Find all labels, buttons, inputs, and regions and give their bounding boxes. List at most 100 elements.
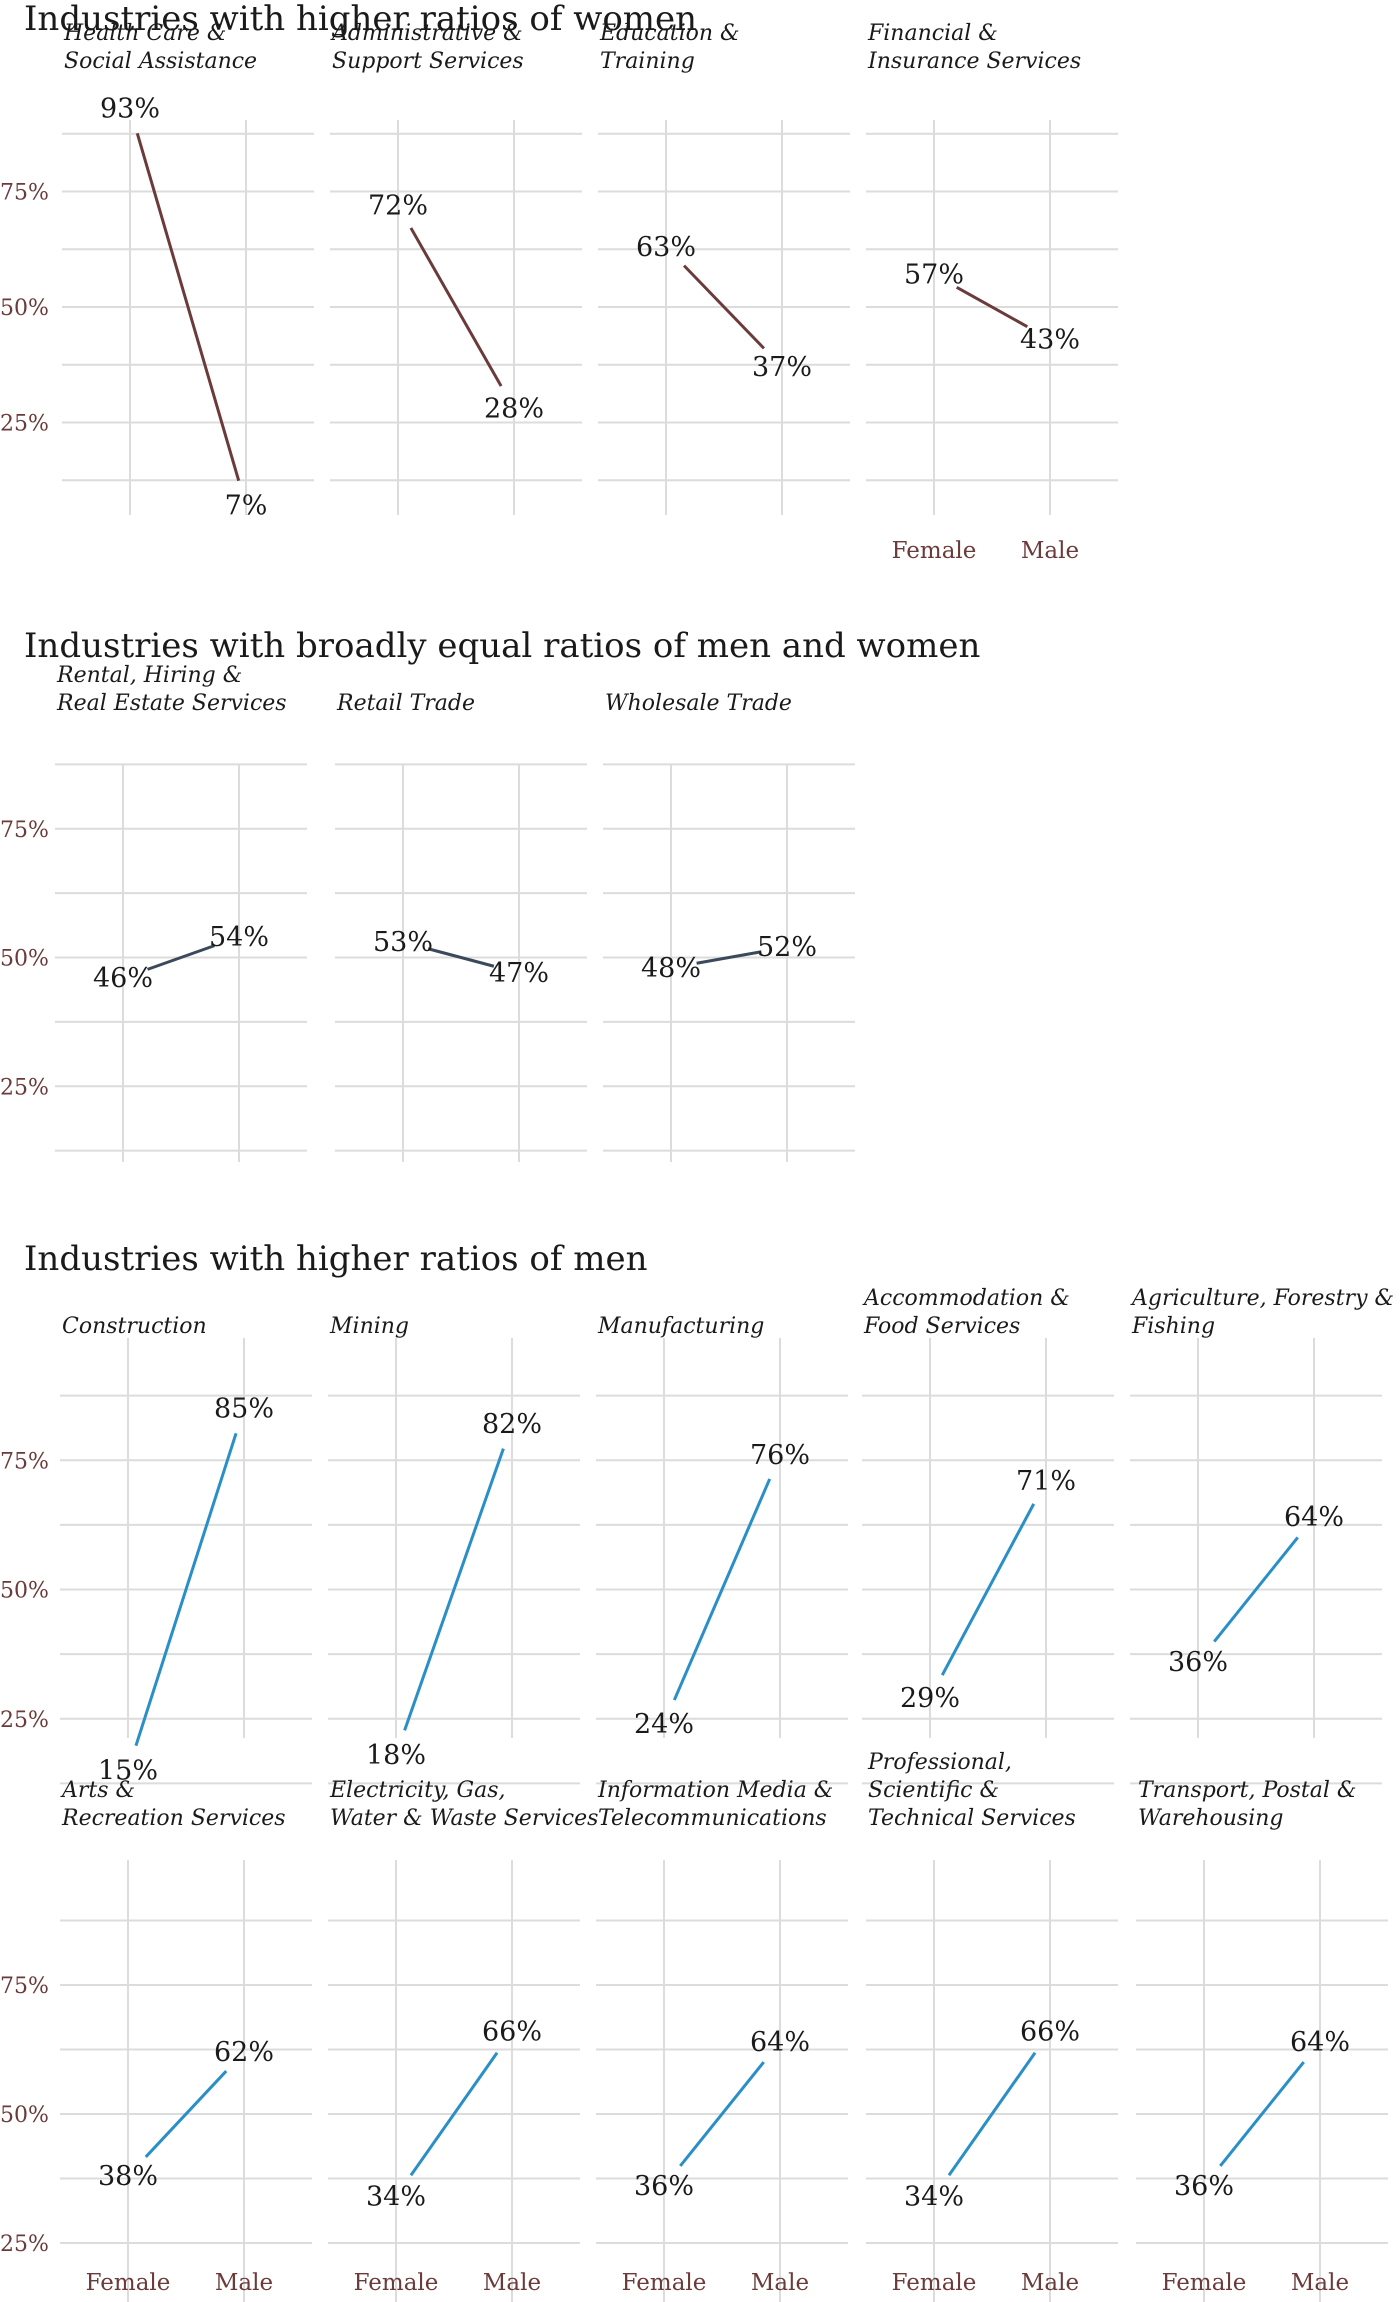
facet-title: Rental, Hiring & bbox=[56, 663, 242, 688]
slope-line bbox=[696, 950, 762, 965]
male-value-label: 62% bbox=[214, 2037, 274, 2068]
section-title: Industries with broadly equal ratios of … bbox=[24, 626, 980, 666]
slope-line bbox=[672, 1478, 772, 1701]
slope-line bbox=[955, 286, 1029, 328]
slope-line bbox=[682, 264, 766, 350]
female-value-label: 63% bbox=[636, 232, 696, 263]
section-title: Industries with higher ratios of men bbox=[24, 1239, 647, 1279]
x-tick-female: Female bbox=[354, 2270, 439, 2296]
facet-title: Wholesale Trade bbox=[605, 691, 792, 716]
male-value-label: 66% bbox=[482, 2016, 542, 2047]
x-tick-female: Female bbox=[86, 2270, 171, 2296]
female-value-label: 18% bbox=[366, 1740, 426, 1771]
x-tick-female: Female bbox=[892, 2270, 977, 2296]
slope-line bbox=[427, 947, 495, 968]
facet-title: Water & Waste Services bbox=[330, 1806, 598, 1831]
female-value-label: 29% bbox=[900, 1683, 960, 1714]
slope-line bbox=[134, 1432, 238, 1747]
y-tick-label: 50% bbox=[0, 947, 49, 972]
y-tick-label: 25% bbox=[0, 2232, 49, 2257]
facet-title: Accommodation & bbox=[862, 1286, 1070, 1311]
facet-title: Agriculture, Forestry & bbox=[1130, 1286, 1394, 1311]
female-value-label: 72% bbox=[368, 190, 428, 221]
female-value-label: 36% bbox=[1168, 1647, 1228, 1678]
section-title: Industries with higher ratios of women bbox=[24, 0, 697, 39]
facet-title: Telecommunications bbox=[598, 1806, 827, 1831]
male-value-label: 66% bbox=[1020, 2016, 1080, 2047]
x-tick-female: Female bbox=[1162, 2270, 1247, 2296]
facet-title: Health Care & bbox=[63, 21, 226, 46]
y-tick-label: 25% bbox=[0, 412, 49, 437]
female-value-label: 53% bbox=[373, 927, 433, 958]
slope-line bbox=[403, 1448, 505, 1731]
female-value-label: 36% bbox=[1174, 2171, 1234, 2202]
male-value-label: 28% bbox=[484, 394, 544, 425]
x-tick-male: Male bbox=[483, 2270, 541, 2296]
female-value-label: 57% bbox=[904, 260, 964, 291]
x-tick-female: Female bbox=[622, 2270, 707, 2296]
x-tick-male: Male bbox=[1291, 2270, 1349, 2296]
male-value-label: 64% bbox=[1290, 2027, 1350, 2058]
female-value-label: 15% bbox=[98, 1755, 158, 1786]
y-tick-label: 75% bbox=[0, 181, 49, 206]
facet-title: Electricity, Gas, bbox=[329, 1778, 506, 1803]
y-tick-label: 25% bbox=[0, 1075, 49, 1100]
slope-line bbox=[409, 227, 503, 387]
male-value-label: 82% bbox=[482, 1409, 542, 1440]
x-tick-male: Male bbox=[215, 2270, 273, 2296]
facet-title: Construction bbox=[62, 1314, 207, 1339]
facet-title: Training bbox=[600, 49, 695, 74]
facet-title: Transport, Postal & bbox=[1138, 1778, 1356, 1803]
facet-title: Professional, bbox=[867, 1750, 1012, 1775]
facet-title: Arts & bbox=[60, 1778, 135, 1803]
facet-title: Education & bbox=[599, 21, 740, 46]
y-tick-label: 50% bbox=[0, 1579, 49, 1604]
facet-title: Mining bbox=[329, 1314, 409, 1339]
facet-title: Information Media & bbox=[597, 1778, 833, 1803]
facet-title: Warehousing bbox=[1138, 1806, 1284, 1831]
facet-title: Social Assistance bbox=[64, 49, 257, 74]
female-value-label: 34% bbox=[366, 2182, 426, 2213]
facet-title: Financial & bbox=[867, 21, 998, 46]
slope-line bbox=[144, 2070, 228, 2158]
female-value-label: 34% bbox=[904, 2182, 964, 2213]
female-value-label: 24% bbox=[634, 1709, 694, 1740]
female-value-label: 38% bbox=[98, 2161, 158, 2192]
x-tick-female: Female bbox=[892, 538, 977, 564]
male-value-label: 64% bbox=[750, 2027, 810, 2058]
y-tick-label: 75% bbox=[0, 1449, 49, 1474]
x-tick-male: Male bbox=[751, 2270, 809, 2296]
facet-title: Fishing bbox=[1131, 1314, 1215, 1339]
slope-line bbox=[1219, 2061, 1305, 2167]
facet-title: Recreation Services bbox=[61, 1806, 286, 1831]
male-value-label: 54% bbox=[209, 922, 269, 953]
x-tick-male: Male bbox=[1021, 538, 1079, 564]
male-value-label: 7% bbox=[225, 491, 268, 522]
male-value-label: 37% bbox=[752, 352, 812, 383]
male-value-label: 76% bbox=[750, 1440, 810, 1471]
facet-title: Manufacturing bbox=[597, 1314, 764, 1339]
y-tick-label: 50% bbox=[0, 296, 49, 321]
facet-title: Real Estate Services bbox=[56, 691, 287, 716]
facet-title: Food Services bbox=[863, 1314, 1020, 1339]
female-value-label: 36% bbox=[634, 2171, 694, 2202]
male-value-label: 47% bbox=[489, 958, 549, 989]
male-value-label: 64% bbox=[1284, 1502, 1344, 1533]
y-tick-label: 75% bbox=[0, 818, 49, 843]
male-value-label: 43% bbox=[1020, 324, 1080, 355]
y-tick-label: 75% bbox=[0, 1974, 49, 1999]
slope-line bbox=[409, 2051, 499, 2177]
male-value-label: 52% bbox=[757, 932, 817, 963]
facet-title: Insurance Services bbox=[867, 49, 1081, 74]
slope-line bbox=[135, 132, 241, 482]
female-value-label: 93% bbox=[100, 93, 160, 124]
y-tick-label: 50% bbox=[0, 2103, 49, 2128]
facet-title: Scientific & bbox=[868, 1778, 999, 1803]
slope-line bbox=[679, 2061, 765, 2167]
facet-title: Administrative & bbox=[330, 21, 523, 46]
facet-title: Support Services bbox=[332, 49, 524, 74]
x-tick-male: Male bbox=[1021, 2270, 1079, 2296]
male-value-label: 85% bbox=[214, 1394, 274, 1425]
slope-line bbox=[146, 944, 216, 971]
